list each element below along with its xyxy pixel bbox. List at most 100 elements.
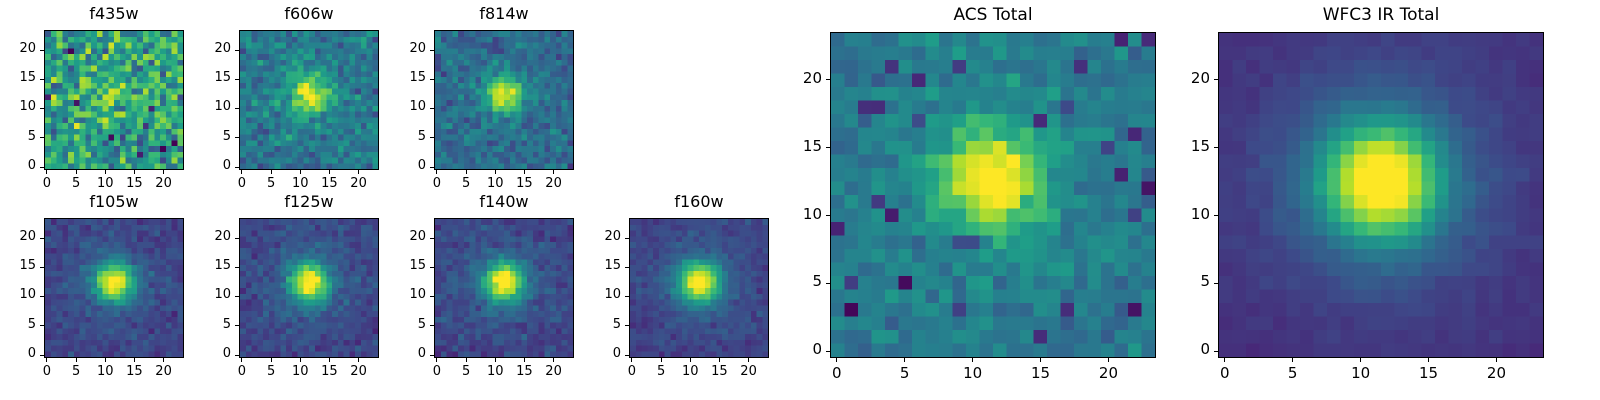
y-tick-mark	[1214, 350, 1218, 352]
panel-title: f140w	[479, 192, 529, 211]
y-tick-mark	[40, 166, 44, 168]
x-tick-mark	[133, 170, 135, 174]
x-tick-mark	[494, 358, 496, 362]
x-tick-label: 0	[627, 364, 637, 379]
x-tick-mark	[523, 358, 525, 362]
y-tick-mark	[826, 282, 830, 284]
y-tick-mark	[40, 325, 44, 327]
y-tick-mark	[235, 49, 239, 51]
y-tick-label: 15	[409, 258, 426, 274]
y-tick-mark	[430, 49, 434, 51]
y-tick-mark	[625, 267, 629, 269]
panel-f606w: f606w 0 0 5 5 10 10 15 15 20 20	[214, 4, 379, 191]
x-tick-label: 15	[516, 364, 533, 379]
heatmap-canvas	[45, 219, 183, 357]
x-tick-mark	[689, 358, 691, 362]
y-tick-label: 15	[802, 136, 822, 155]
y-tick-mark	[430, 79, 434, 81]
x-tick-label: 10	[963, 364, 983, 382]
y-tick-mark	[430, 166, 434, 168]
heatmap-canvas	[831, 33, 1155, 357]
x-tick-mark	[494, 170, 496, 174]
y-tick-label: 0	[612, 345, 621, 361]
x-tick-label: 0	[237, 176, 247, 191]
x-tick-mark	[46, 170, 48, 174]
x-tick-mark	[241, 358, 243, 362]
x-tick-mark	[553, 358, 555, 362]
x-tick-label: 20	[740, 364, 757, 379]
x-tick-mark	[436, 170, 438, 174]
plot-area	[1218, 32, 1544, 358]
y-tick-mark	[625, 354, 629, 356]
y-tick-label: 10	[19, 287, 36, 303]
x-tick-mark	[1292, 358, 1294, 362]
x-tick-mark	[328, 358, 330, 362]
panel-f814w: f814w 0 0 5 5 10 10 15 15 20 20	[409, 4, 574, 191]
y-tick-label: 10	[214, 99, 231, 115]
y-tick-mark	[40, 108, 44, 110]
panel-title: f606w	[284, 4, 334, 23]
y-tick-label: 15	[19, 258, 36, 274]
plot-area	[629, 218, 769, 358]
x-tick-mark	[1107, 358, 1109, 362]
y-tick-mark	[1214, 214, 1218, 216]
panel-acs-total: ACS Total 0 0 5 5 10 10 15 15 20 20	[803, 5, 1156, 382]
y-tick-label: 0	[417, 157, 426, 173]
panel-title: f814w	[479, 4, 529, 23]
plot-area	[830, 32, 1156, 358]
x-tick-label: 15	[516, 176, 533, 191]
x-tick-label: 10	[681, 364, 699, 379]
x-tick-label: 10	[1351, 364, 1371, 382]
y-tick-label: 5	[222, 316, 231, 332]
x-tick-label: 5	[656, 364, 666, 379]
x-tick-mark	[465, 358, 467, 362]
y-tick-mark	[235, 325, 239, 327]
y-tick-mark	[235, 137, 239, 139]
panel-f140w: f140w 0 0 5 5 10 10 15 15 20 20	[409, 192, 574, 379]
y-tick-label: 10	[409, 287, 426, 303]
x-tick-label: 0	[832, 364, 842, 382]
x-tick-label: 5	[461, 176, 471, 191]
x-tick-label: 15	[1418, 364, 1439, 382]
y-tick-mark	[430, 267, 434, 269]
y-tick-mark	[40, 354, 44, 356]
x-tick-label: 0	[237, 364, 247, 379]
y-tick-mark	[625, 325, 629, 327]
y-tick-label: 5	[1200, 272, 1210, 291]
x-tick-mark	[75, 358, 77, 362]
x-tick-mark	[46, 358, 48, 362]
x-tick-label: 5	[266, 364, 276, 379]
x-tick-mark	[299, 170, 301, 174]
plot-area	[44, 218, 184, 358]
x-tick-mark	[163, 170, 165, 174]
y-tick-label: 10	[1190, 204, 1210, 223]
x-tick-mark	[748, 358, 750, 362]
heatmap-canvas	[630, 219, 768, 357]
x-tick-label: 0	[42, 364, 52, 379]
plot-area	[434, 30, 574, 170]
y-tick-label: 0	[1200, 340, 1210, 359]
x-tick-label: 0	[1220, 364, 1230, 382]
x-tick-mark	[358, 358, 360, 362]
y-tick-label: 10	[802, 204, 822, 223]
y-tick-label: 10	[19, 99, 36, 115]
x-tick-mark	[163, 358, 165, 362]
y-tick-label: 20	[19, 229, 36, 245]
heatmap-canvas	[1219, 33, 1543, 357]
y-tick-label: 20	[1190, 68, 1210, 87]
y-tick-mark	[40, 267, 44, 269]
plot-area	[239, 218, 379, 358]
y-tick-label: 20	[604, 229, 621, 245]
x-tick-mark	[1224, 358, 1226, 362]
y-tick-label: 5	[27, 316, 36, 332]
y-tick-label: 15	[214, 70, 231, 86]
y-tick-label: 15	[214, 258, 231, 274]
y-tick-mark	[826, 146, 830, 148]
x-tick-label: 15	[711, 364, 728, 379]
y-tick-mark	[235, 354, 239, 356]
plot-area	[239, 30, 379, 170]
x-tick-label: 15	[321, 364, 338, 379]
x-tick-mark	[465, 170, 467, 174]
y-tick-mark	[430, 237, 434, 239]
panel-title: f435w	[89, 4, 139, 23]
